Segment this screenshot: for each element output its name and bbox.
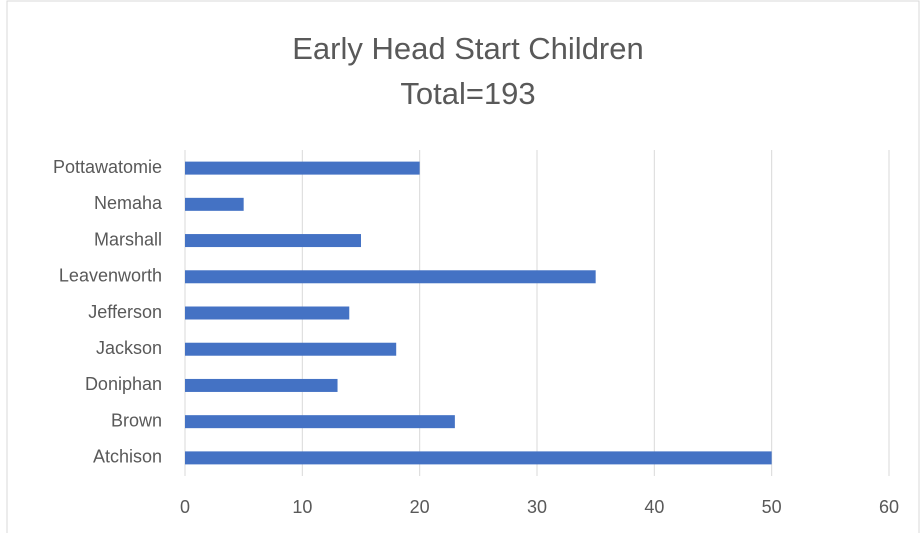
- bar: [185, 197, 244, 211]
- chart-frame: [6, 0, 920, 533]
- x-tick-label: 0: [180, 497, 190, 517]
- y-tick-label: Jackson: [96, 338, 162, 358]
- x-tick-label: 30: [527, 497, 547, 517]
- bar: [185, 161, 420, 175]
- y-tick-label: Jefferson: [88, 302, 162, 322]
- bar: [185, 270, 596, 284]
- chart-subtitle: Total=193: [400, 76, 535, 111]
- bar: [185, 378, 338, 392]
- y-tick-label: Doniphan: [85, 374, 162, 394]
- x-tick-label: 60: [879, 497, 899, 517]
- bar: [185, 234, 361, 248]
- bar: [185, 306, 350, 320]
- bar: [185, 342, 397, 356]
- bar: [185, 451, 772, 465]
- x-tick-label: 20: [410, 497, 430, 517]
- y-tick-label: Nemaha: [94, 193, 163, 213]
- bar: [185, 415, 455, 429]
- y-tick-label: Leavenworth: [59, 266, 162, 286]
- x-tick-label: 10: [292, 497, 312, 517]
- y-tick-label: Pottawatomie: [53, 157, 162, 177]
- x-tick-label: 50: [762, 497, 782, 517]
- y-tick-label: Atchison: [93, 447, 162, 467]
- x-tick-label: 40: [644, 497, 664, 517]
- y-tick-label: Brown: [111, 410, 162, 430]
- chart-title: Early Head Start Children: [292, 31, 644, 66]
- y-tick-label: Marshall: [94, 229, 162, 249]
